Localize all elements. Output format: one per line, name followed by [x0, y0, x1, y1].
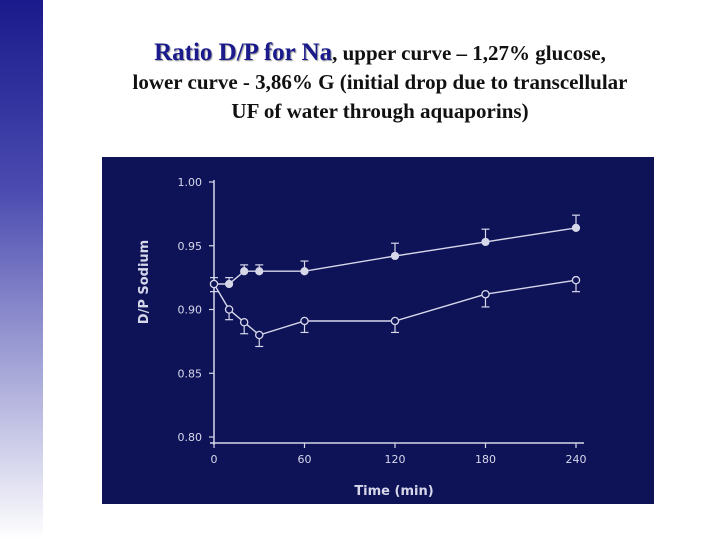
data-point-filled: [240, 267, 249, 276]
data-point-filled: [390, 251, 400, 261]
title-rest-1: , upper curve – 1,27% glucose,: [332, 41, 606, 65]
data-point-open: [254, 330, 264, 340]
series-upper: [209, 214, 581, 289]
data-point-open: [390, 316, 400, 326]
x-tick-label: 240: [566, 453, 587, 466]
data-point-open: [239, 317, 249, 327]
side-gradient-bar: [0, 0, 43, 540]
y-tick-label: 0.85: [178, 367, 203, 380]
axes-layer: 0.80 0.85 0.90 0.95 1.00 0 60 120 180 240: [178, 176, 587, 466]
data-point-open: [481, 289, 490, 299]
x-tick-label: 0: [211, 453, 218, 466]
x-tick-label: 120: [385, 453, 406, 466]
y-tick-label: 0.90: [178, 304, 203, 317]
data-point-open: [300, 316, 309, 326]
slide-title: Ratio D/P for Na, upper curve – 1,27% gl…: [60, 38, 700, 126]
title-highlight: Ratio D/P for Na: [154, 39, 333, 66]
dp-sodium-chart: 0.80 0.85 0.90 0.95 1.00 0 60 120 180 240 D/P Sod…: [137, 176, 587, 499]
series-lower: [209, 275, 581, 348]
y-tick-label: 0.80: [178, 431, 203, 444]
data-point-open: [571, 275, 581, 285]
title-line-2: lower curve - 3,86% G (initial drop due …: [132, 70, 628, 94]
data-point-filled: [481, 237, 490, 247]
data-point-filled: [224, 279, 234, 289]
title-line-3: UF of water through aquaporins): [231, 99, 529, 123]
y-tick-label: 1.00: [178, 176, 203, 189]
chart-panel: 0.80 0.85 0.90 0.95 1.00 0 60 120 180 240 D/P Sod…: [102, 157, 654, 504]
x-tick-label: 180: [475, 453, 496, 466]
y-tick-label: 0.95: [178, 240, 203, 253]
x-tick-label: 60: [298, 453, 312, 466]
data-point-filled: [255, 267, 264, 276]
data-point-open: [209, 279, 219, 289]
series-layer: [209, 214, 581, 348]
data-point-filled: [571, 223, 581, 233]
data-point-open: [224, 305, 234, 314]
title-line-1: Ratio D/P for Na, upper curve – 1,27% gl…: [60, 38, 700, 68]
data-point-filled: [300, 267, 309, 276]
x-axis-label: Time (min): [354, 484, 433, 499]
y-axis-label: D/P Sodium: [137, 240, 152, 324]
